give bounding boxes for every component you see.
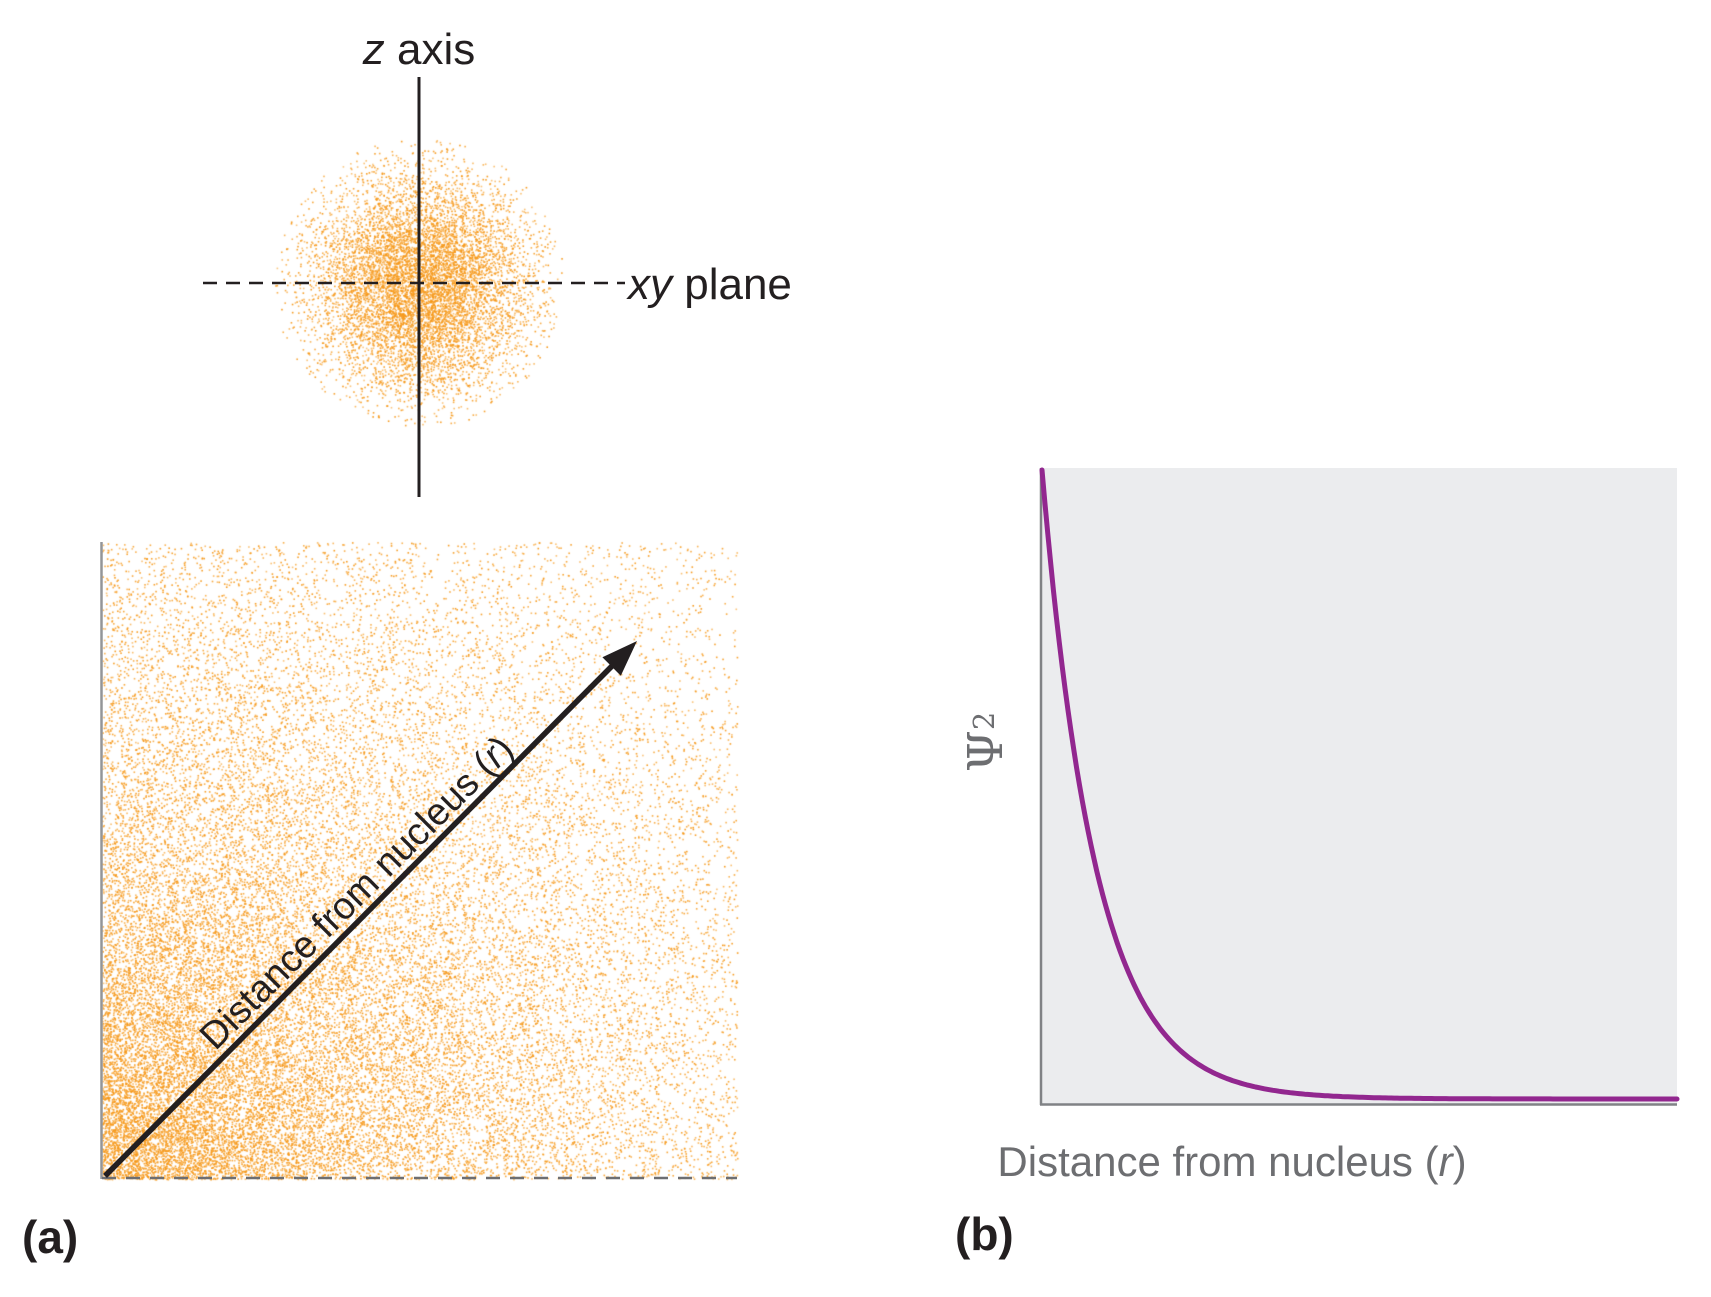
z-axis-label-rest: axis	[384, 25, 476, 74]
psi-plot-background	[1040, 468, 1677, 1105]
xy-plane-label-italic: xy	[628, 260, 672, 309]
panel-a-tag: (a)	[22, 1211, 79, 1263]
psi-plot-x-label: Distance from nucleus (r)	[997, 1141, 1466, 1183]
distance-arrow-head	[602, 641, 637, 676]
psi-plot-x-label-italic: r	[1438, 1138, 1453, 1185]
z-axis-label: z axis	[363, 28, 475, 72]
psi-plot-x-label-pre: Distance from nucleus (	[997, 1138, 1439, 1185]
psi-plot-x-label-post: )	[1452, 1138, 1467, 1185]
psi-exponent: 2	[966, 711, 1001, 731]
xy-plane-label-rest: plane	[672, 260, 792, 309]
psi-squared-curve	[1039, 467, 1680, 1102]
psi-plot-y-label: Ψ2	[958, 711, 1014, 772]
panel-b-tag: (b)	[955, 1208, 1014, 1260]
psi-symbol: Ψ	[958, 730, 1014, 773]
z-axis-label-italic: z	[362, 25, 385, 74]
xy-plane-label: xy plane	[628, 263, 792, 307]
distance-arrow-shaft	[103, 662, 616, 1178]
